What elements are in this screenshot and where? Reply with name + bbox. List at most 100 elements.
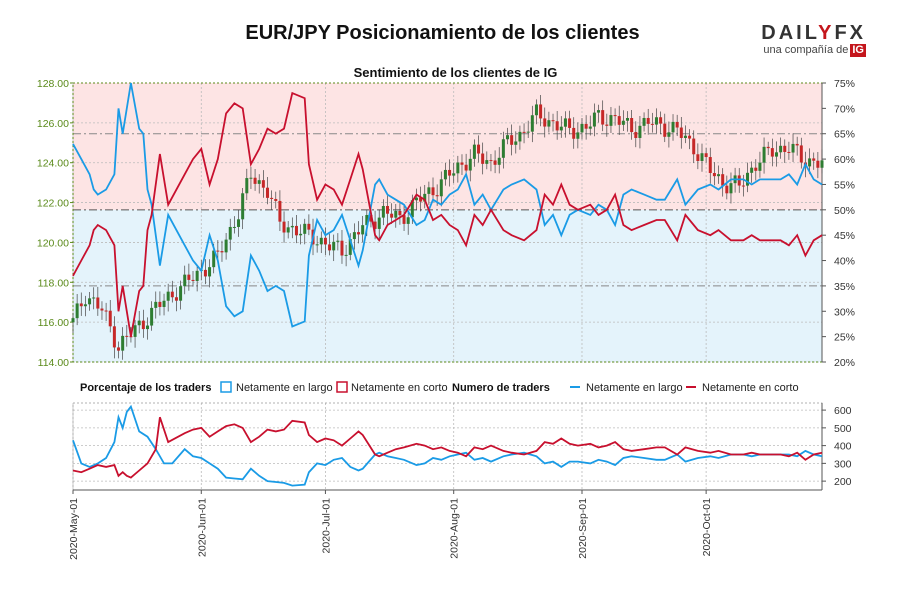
- candle-body: [621, 120, 625, 125]
- candle-body: [799, 145, 803, 163]
- candle-body: [617, 116, 621, 125]
- candle-body: [717, 174, 721, 177]
- candle-body: [133, 325, 137, 337]
- candle-body: [774, 152, 778, 157]
- candle-body: [88, 298, 92, 305]
- candle-body: [237, 219, 241, 227]
- date-tick-label: 2020-Oct-01: [701, 498, 713, 557]
- candle-body: [588, 126, 592, 129]
- percent-tick-label: 20%: [834, 357, 855, 369]
- candle-body: [568, 118, 572, 128]
- candle-body: [472, 144, 476, 159]
- candle-body: [563, 118, 567, 127]
- price-tick-label: 122.00: [37, 198, 69, 210]
- percent-tick-label: 45%: [834, 230, 855, 242]
- top-chart-title: Sentimiento de los clientes de IG: [354, 65, 558, 80]
- candle-body: [601, 110, 605, 125]
- candle-body: [187, 274, 191, 280]
- percent-tick-label: 25%: [834, 332, 855, 344]
- candle-body: [820, 160, 824, 168]
- candle-body: [630, 118, 634, 133]
- candle-body: [547, 120, 551, 127]
- candle-body: [344, 254, 348, 256]
- candle-body: [352, 232, 356, 240]
- candle-body: [592, 112, 596, 127]
- candle-body: [340, 240, 344, 256]
- legend-pct-title: Porcentaje de los traders: [80, 382, 211, 394]
- candle-body: [609, 115, 613, 126]
- candle-body: [381, 205, 385, 218]
- candle-body: [559, 126, 563, 131]
- candle-body: [71, 318, 75, 323]
- logo-subtitle: una compañía de IG: [756, 44, 866, 57]
- price-tick-label: 118.00: [38, 277, 69, 289]
- candle-body: [332, 241, 336, 251]
- candle-body: [808, 158, 812, 167]
- candle-body: [750, 167, 754, 173]
- candle-body: [158, 301, 162, 307]
- candle-body: [704, 153, 708, 158]
- candle-body: [278, 200, 282, 222]
- count-tick-label: 300: [834, 458, 852, 470]
- candle-body: [650, 123, 654, 125]
- candle-body: [522, 131, 526, 133]
- date-tick-label: 2020-May-01: [68, 498, 80, 560]
- candle-body: [303, 223, 307, 234]
- candle-body: [369, 215, 373, 222]
- price-tick-label: 124.00: [37, 158, 69, 170]
- candle-body: [96, 297, 100, 309]
- candle-body: [365, 215, 369, 226]
- candle-body: [613, 115, 617, 117]
- candle-body: [725, 185, 729, 194]
- candle-body: [675, 121, 679, 128]
- percent-tick-label: 75%: [834, 78, 855, 90]
- candle-body: [654, 117, 658, 125]
- candle-body: [737, 175, 741, 186]
- candle-body: [597, 110, 601, 113]
- candle-body: [667, 132, 671, 137]
- candle-body: [679, 127, 683, 138]
- candle-body: [274, 198, 278, 201]
- candle-body: [170, 291, 174, 298]
- candle-body: [435, 195, 439, 197]
- candle-body: [137, 320, 141, 326]
- percent-tick-label: 30%: [834, 306, 855, 318]
- candle-body: [92, 297, 96, 299]
- candle-body: [754, 167, 758, 171]
- candle-body: [390, 213, 394, 218]
- long-percent-line: [72, 82, 823, 328]
- candle-body: [671, 121, 675, 133]
- candle-body: [249, 177, 253, 179]
- legend-pct-long-swatch: [220, 381, 232, 393]
- candle-body: [431, 187, 435, 196]
- candle-body: [286, 227, 290, 233]
- candle-body: [319, 237, 323, 245]
- candle-body: [816, 160, 820, 168]
- candle-body: [514, 141, 518, 145]
- candle-body: [270, 197, 274, 199]
- candle-body: [497, 157, 501, 165]
- candle-body: [468, 158, 472, 171]
- candle-body: [290, 225, 294, 228]
- candle-body: [377, 217, 381, 229]
- candle-body: [174, 297, 178, 301]
- candle-body: [191, 279, 195, 281]
- candle-body: [688, 135, 692, 139]
- candle-body: [534, 104, 538, 116]
- candle-body: [195, 270, 199, 281]
- percent-tick-label: 50%: [834, 205, 855, 217]
- dailyfx-logo: DAILYFX una compañía de IG: [756, 22, 866, 57]
- candle-body: [253, 177, 257, 184]
- long-count-line: [72, 404, 823, 487]
- percent-tick-label: 70%: [834, 103, 855, 115]
- candle-body: [398, 210, 402, 216]
- page-title: EUR/JPY Posicionamiento de los clientes: [245, 22, 640, 44]
- candle-body: [791, 143, 795, 153]
- count-tick-label: 600: [834, 405, 852, 417]
- candle-body: [257, 180, 261, 184]
- candle-body: [423, 193, 427, 202]
- candle-body: [348, 239, 352, 255]
- legend-pct-short-swatch: [336, 381, 348, 393]
- candle-body: [336, 240, 340, 242]
- candle-body: [539, 104, 543, 119]
